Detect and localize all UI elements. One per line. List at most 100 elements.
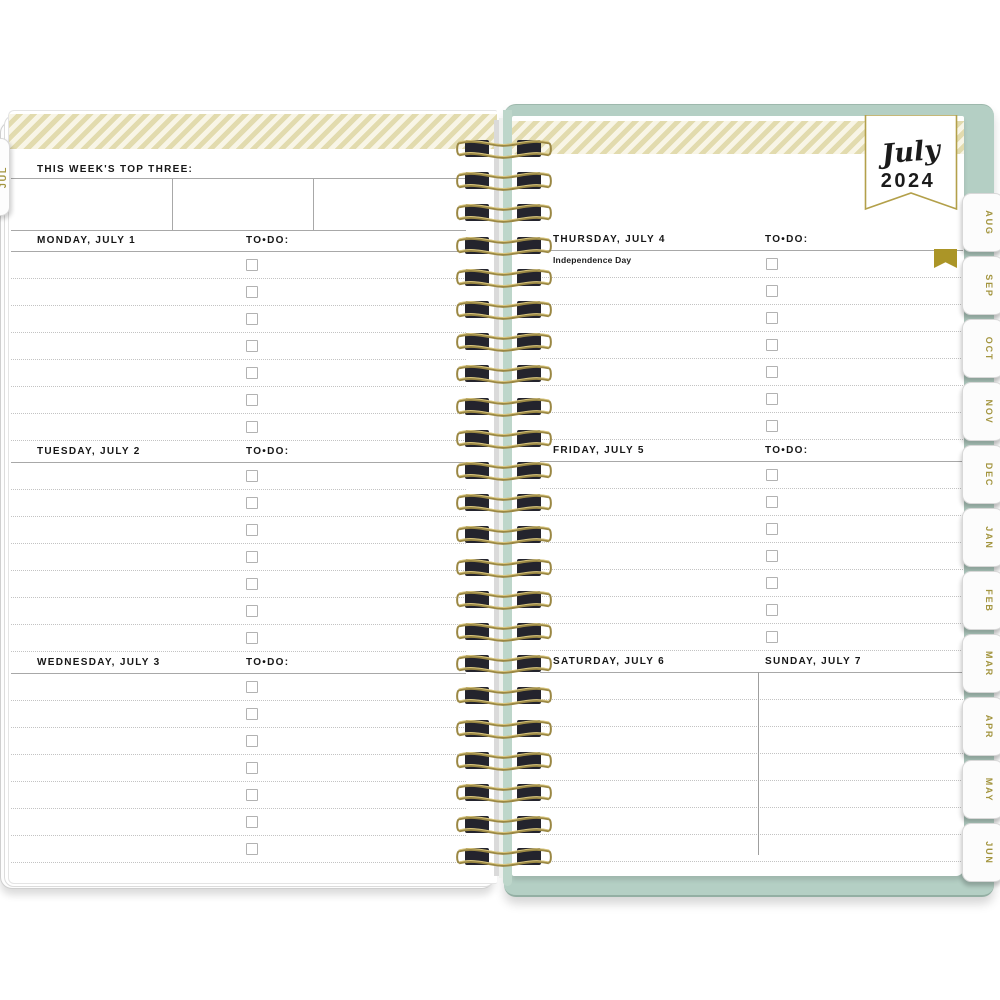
month-tab-feb[interactable]: FEB	[962, 571, 1000, 630]
writing-row	[540, 359, 963, 386]
top-three-cell-1[interactable]	[11, 179, 173, 230]
banner-month: July	[875, 134, 943, 171]
todo-checkbox[interactable]	[246, 605, 258, 617]
top-three-cell-3[interactable]	[314, 179, 466, 230]
writing-row	[540, 781, 963, 808]
banner-shape	[864, 115, 958, 211]
month-tab-sep[interactable]: SEP	[962, 256, 1000, 315]
writing-row	[540, 835, 963, 862]
todo-checkbox[interactable]	[246, 762, 258, 774]
todo-checkbox[interactable]	[246, 524, 258, 536]
todo-checkbox[interactable]	[246, 578, 258, 590]
day-title: WEDNESDAY, JULY 3	[37, 657, 161, 668]
spiral-coil	[456, 752, 552, 771]
month-tab-oct[interactable]: OCT	[962, 319, 1000, 378]
todo-checkbox[interactable]	[246, 313, 258, 325]
spiral-coil	[456, 848, 552, 867]
top-three-cell-2[interactable]	[173, 179, 314, 230]
month-tab-jul[interactable]: JUL	[0, 138, 10, 216]
day-title-sunday: SUNDAY, JULY 7	[765, 656, 862, 667]
todo-checkbox[interactable]	[766, 604, 778, 616]
month-tab-may[interactable]: MAY	[962, 760, 1000, 819]
todo-checkbox[interactable]	[246, 551, 258, 563]
todo-checkbox[interactable]	[766, 469, 778, 481]
writing-row	[11, 490, 466, 517]
todo-checkbox[interactable]	[766, 496, 778, 508]
todo-checkbox[interactable]	[246, 789, 258, 801]
todo-checkbox[interactable]	[766, 523, 778, 535]
spiral-coil	[456, 462, 552, 481]
month-tab-aug[interactable]: AUG	[962, 193, 1000, 252]
todo-checkbox[interactable]	[246, 816, 258, 828]
writing-row	[11, 728, 466, 755]
writing-row	[11, 571, 466, 598]
writing-row	[11, 809, 466, 836]
month-tab-label: JAN	[984, 525, 994, 550]
todo-checkbox[interactable]	[246, 421, 258, 433]
month-tab-jun[interactable]: JUN	[962, 823, 1000, 882]
writing-row	[11, 701, 466, 728]
writing-row	[11, 252, 466, 279]
day-title: TUESDAY, JULY 2	[37, 446, 141, 457]
todo-checkbox[interactable]	[246, 470, 258, 482]
todo-checkbox[interactable]	[246, 632, 258, 644]
todo-label: TO•DO:	[765, 445, 809, 456]
spiral-coil	[456, 301, 552, 320]
spiral-coil	[456, 720, 552, 739]
todo-checkbox[interactable]	[766, 258, 778, 270]
spiral-coil	[456, 140, 552, 159]
writing-row	[11, 755, 466, 782]
todo-label: TO•DO:	[246, 657, 290, 668]
todo-checkbox[interactable]	[246, 735, 258, 747]
todo-checkbox[interactable]	[246, 367, 258, 379]
month-tab-mar[interactable]: MAR	[962, 634, 1000, 693]
todo-checkbox[interactable]	[246, 497, 258, 509]
writing-row	[540, 489, 963, 516]
month-tab-jan[interactable]: JAN	[962, 508, 1000, 567]
writing-row	[540, 570, 963, 597]
month-tab-dec[interactable]: DEC	[962, 445, 1000, 504]
writing-row	[540, 673, 963, 700]
todo-checkbox[interactable]	[246, 843, 258, 855]
writing-row	[11, 544, 466, 571]
todo-checkbox[interactable]	[246, 259, 258, 271]
todo-checkbox[interactable]	[246, 708, 258, 720]
day-title: MONDAY, JULY 1	[37, 235, 136, 246]
month-tab-apr[interactable]: APR	[962, 697, 1000, 756]
todo-checkbox[interactable]	[766, 631, 778, 643]
writing-row	[540, 624, 963, 651]
spiral-coil	[456, 623, 552, 642]
spiral-coil	[456, 333, 552, 352]
day-title-saturday: SATURDAY, JULY 6	[553, 656, 665, 667]
month-tab-nov[interactable]: NOV	[962, 382, 1000, 441]
month-tab-label: NOV	[984, 399, 994, 424]
month-tab-label: JUL	[0, 165, 8, 189]
writing-row	[11, 517, 466, 544]
weekend-divider	[758, 672, 759, 855]
todo-checkbox[interactable]	[246, 340, 258, 352]
writing-row	[540, 727, 963, 754]
todo-checkbox[interactable]	[766, 420, 778, 432]
day-title: FRIDAY, JULY 5	[553, 445, 645, 456]
todo-checkbox[interactable]	[766, 577, 778, 589]
todo-checkbox[interactable]	[766, 366, 778, 378]
writing-row	[540, 332, 963, 359]
todo-checkbox[interactable]	[766, 339, 778, 351]
todo-checkbox[interactable]	[246, 394, 258, 406]
writing-row	[11, 836, 466, 863]
todo-label: TO•DO:	[246, 235, 290, 246]
todo-checkbox[interactable]	[766, 312, 778, 324]
left-page: THIS WEEK'S TOP THREE: MONDAY, JULY 1 TO…	[8, 110, 497, 884]
spiral-coil	[456, 591, 552, 610]
writing-row	[11, 598, 466, 625]
todo-checkbox[interactable]	[246, 286, 258, 298]
spiral-coil	[456, 398, 552, 417]
gold-ribbon-bookmark-icon	[934, 249, 957, 268]
todo-checkbox[interactable]	[766, 285, 778, 297]
banner-year: 2024	[881, 170, 936, 192]
todo-checkbox[interactable]	[766, 393, 778, 405]
todo-checkbox[interactable]	[766, 550, 778, 562]
writing-row	[11, 782, 466, 809]
todo-checkbox[interactable]	[246, 681, 258, 693]
